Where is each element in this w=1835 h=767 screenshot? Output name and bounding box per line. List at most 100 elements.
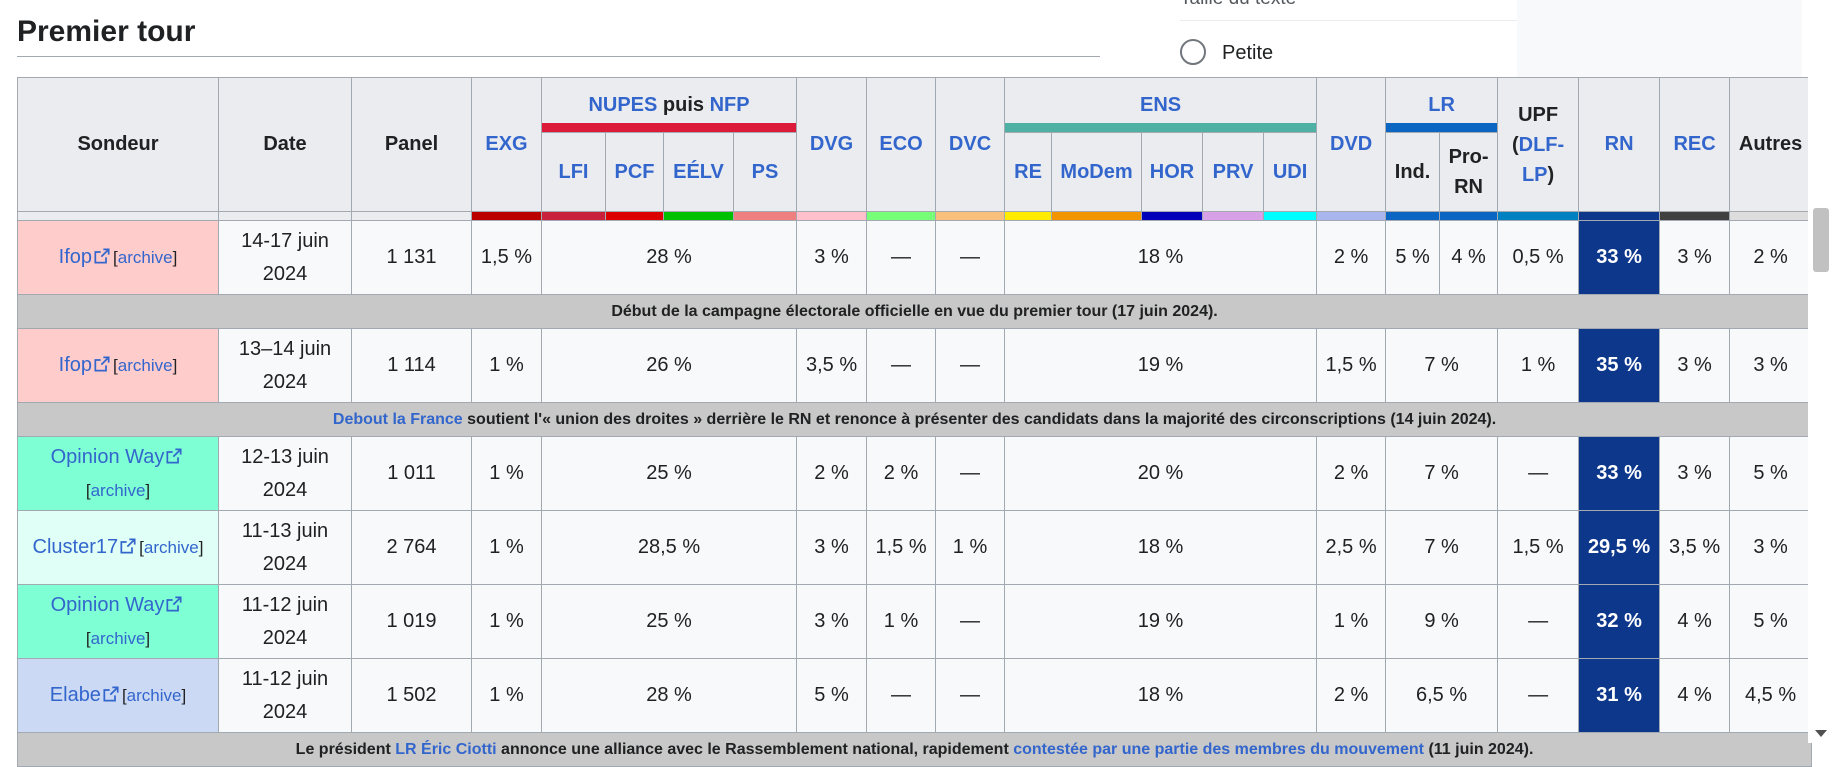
col-group-ens[interactable]: ENS	[1004, 77, 1318, 133]
autres-cell: 2 %	[1729, 220, 1813, 295]
scroll-down-arrow-icon[interactable]	[1815, 730, 1827, 737]
poll-row: Opinion Way[archive] 11-12 juin 2024 1 019 1…	[17, 584, 1813, 659]
nfp-link[interactable]: NFP	[709, 93, 750, 116]
archive-link[interactable]: [archive]	[85, 628, 151, 648]
col-eelv[interactable]: EÉLV	[663, 132, 734, 212]
nfp-cell: 28 %	[540, 220, 798, 295]
panel-cell: 2 764	[351, 510, 472, 585]
col-lfi[interactable]: LFI	[541, 132, 606, 212]
col-rec[interactable]: REC	[1659, 77, 1731, 212]
dlf-lp-link[interactable]: DLF-LP	[1518, 133, 1565, 186]
rn-cell: 33 %	[1578, 436, 1661, 511]
sondeur-cell: Ifop [archive]	[17, 220, 219, 295]
panel-cell: 1 502	[351, 658, 472, 733]
col-dvg[interactable]: DVG	[796, 77, 868, 212]
archive-link[interactable]: [archive]	[121, 686, 187, 705]
sondeur-cell: Elabe [archive]	[17, 658, 219, 733]
dvd-cell: 1,5 %	[1316, 328, 1387, 403]
col-group-lr[interactable]: LR	[1385, 77, 1499, 133]
hor-color-swatch	[1141, 211, 1204, 221]
nupes-link[interactable]: NUPES	[588, 93, 658, 116]
col-rn[interactable]: RN	[1578, 77, 1661, 212]
external-link-icon[interactable]	[103, 680, 119, 702]
scrollbar-thumb[interactable]	[1813, 208, 1829, 272]
archive-label[interactable]: archive	[117, 356, 173, 375]
dvd-cell: 2 %	[1316, 436, 1387, 511]
ind-color-swatch	[1385, 211, 1441, 221]
exg-cell: 1 %	[471, 584, 542, 659]
event-link[interactable]: contestée par une partie des membres du …	[1013, 740, 1425, 758]
col-hor[interactable]: HOR	[1141, 132, 1204, 212]
external-link-icon[interactable]	[166, 590, 182, 612]
rn-cell: 32 %	[1578, 584, 1661, 659]
lr-color-bar	[1386, 123, 1497, 132]
eco-cell: 1 %	[866, 584, 937, 659]
dvc-color-swatch	[935, 211, 1006, 221]
archive-link[interactable]: [archive]	[113, 356, 178, 375]
upf-color-swatch	[1497, 211, 1580, 221]
page-scrollbar[interactable]	[1808, 0, 1835, 743]
exg-cell: 1,5 %	[471, 220, 542, 295]
col-prv[interactable]: PRV	[1202, 132, 1265, 212]
external-link-icon[interactable]	[166, 442, 182, 464]
eco-cell: 2 %	[866, 436, 937, 511]
color-swatch-empty	[17, 211, 219, 221]
archive-label[interactable]: archive	[90, 480, 146, 500]
col-ps[interactable]: PS	[732, 132, 798, 212]
ens-cell: 18 %	[1004, 510, 1318, 585]
pollster-link[interactable]: Elabe	[49, 684, 101, 706]
text-size-small-radio[interactable]	[1180, 39, 1206, 65]
lfi-color-swatch	[541, 211, 606, 221]
archive-label[interactable]: archive	[143, 538, 199, 557]
archive-link[interactable]: [archive]	[113, 248, 178, 267]
external-link-icon[interactable]	[120, 532, 136, 554]
exg-cell: 1 %	[471, 510, 542, 585]
col-date: Date	[218, 77, 352, 212]
event-link[interactable]: Éric Ciotti	[421, 740, 497, 758]
modem-color-swatch	[1051, 211, 1143, 221]
col-exg[interactable]: EXG	[471, 77, 542, 212]
external-link-icon[interactable]	[94, 242, 110, 264]
archive-label[interactable]: archive	[126, 686, 182, 705]
date-cell: 12-13 juin 2024	[218, 436, 352, 511]
upf-cell: 1,5 %	[1497, 510, 1580, 585]
pollster-link[interactable]: Ifop	[58, 354, 93, 376]
col-lr-ind: Ind.	[1385, 132, 1441, 212]
archive-label[interactable]: archive	[90, 628, 146, 648]
poll-row: Elabe [archive] 11-12 juin 2024 1 502 1 % 28 %…	[17, 658, 1813, 733]
pollster-link[interactable]: Cluster17	[32, 536, 119, 558]
col-panel: Panel	[351, 77, 472, 212]
archive-label[interactable]: archive	[117, 248, 173, 267]
eco-cell: —	[866, 328, 937, 403]
col-dvc[interactable]: DVC	[935, 77, 1006, 212]
col-group-nfp: NUPES puis NFP	[540, 77, 798, 133]
panel-cell: 1 011	[351, 436, 472, 511]
eco-cell: —	[866, 658, 937, 733]
rn-cell: 29,5 %	[1578, 510, 1661, 585]
pro-rn-color-swatch	[1439, 211, 1499, 221]
pollster-link[interactable]: Opinion Way	[50, 593, 165, 616]
date-cell: 11-12 juin 2024	[218, 658, 352, 733]
upf-cell: 1 %	[1497, 328, 1580, 403]
event-link[interactable]: Debout la France	[332, 410, 463, 428]
archive-link[interactable]: [archive]	[139, 538, 204, 557]
col-dvd[interactable]: DVD	[1316, 77, 1387, 212]
poll-row: Opinion Way [archive] 12-13 juin 2024 1 011 1…	[17, 436, 1813, 511]
external-link-icon[interactable]	[94, 350, 110, 372]
event-row: Début de la campagne électorale officiel…	[16, 294, 1813, 329]
text-size-small-label[interactable]: Petite	[1222, 42, 1274, 64]
col-pcf[interactable]: PCF	[605, 132, 664, 212]
col-modem[interactable]: MoDem	[1051, 132, 1143, 212]
pollster-link[interactable]: Ifop	[58, 246, 93, 268]
dvc-cell: —	[935, 658, 1006, 733]
col-udi[interactable]: UDI	[1263, 132, 1318, 212]
event-link[interactable]: LR	[395, 740, 417, 758]
prv-color-swatch	[1202, 211, 1265, 221]
col-eco[interactable]: ECO	[866, 77, 937, 212]
pollster-link[interactable]: Opinion Way	[50, 445, 165, 468]
archive-link[interactable]: [archive]	[85, 480, 151, 500]
exg-cell: 1 %	[471, 436, 542, 511]
date-cell: 14-17 juin 2024	[218, 220, 352, 295]
lr-ind-cell: 5 %	[1385, 220, 1441, 295]
col-re[interactable]: RE	[1004, 132, 1053, 212]
